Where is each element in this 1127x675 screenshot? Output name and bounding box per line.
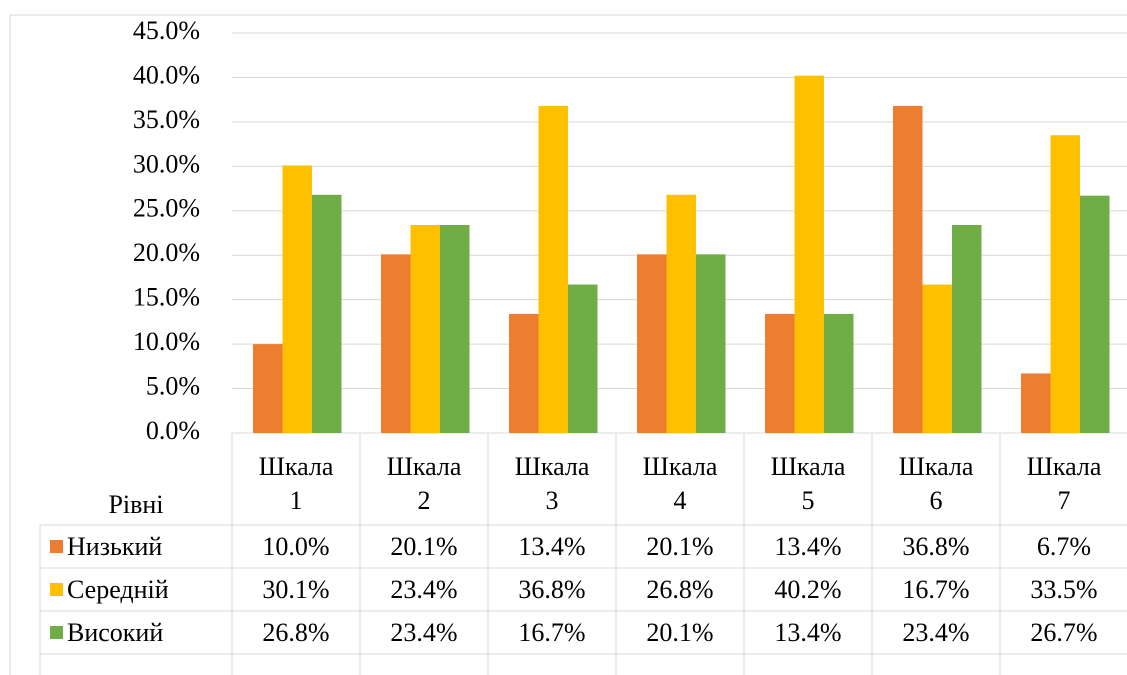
bar xyxy=(794,75,824,434)
table-value: 20.1% xyxy=(646,617,714,647)
bar xyxy=(666,194,696,433)
bar xyxy=(637,254,667,433)
y-tick-label: 5.0% xyxy=(146,372,200,401)
bar xyxy=(893,105,923,433)
y-tick-label: 10.0% xyxy=(133,327,200,356)
category-cell: Шкала 4 xyxy=(616,443,744,525)
bar xyxy=(1080,195,1110,433)
y-tick-label: 15.0% xyxy=(133,283,200,312)
bar xyxy=(1021,373,1051,433)
x-tick-label: Шкала 5 xyxy=(770,452,846,515)
bar xyxy=(824,313,854,433)
category-cell: Шкала 7 xyxy=(1000,443,1127,525)
legend-label: Середній xyxy=(67,574,169,604)
legend-cell: Високий xyxy=(40,611,232,654)
y-tick-label: 45.0% xyxy=(133,16,200,45)
table-value: 13.4% xyxy=(774,617,842,647)
y-tick-label: 25.0% xyxy=(133,194,200,223)
table-value: 16.7% xyxy=(902,574,970,604)
table-value: 10.0% xyxy=(262,531,330,561)
table-value: 13.4% xyxy=(774,531,842,561)
y-tick-label: 20.0% xyxy=(133,238,200,267)
legend-swatch xyxy=(50,540,63,553)
chart-border xyxy=(9,14,1127,675)
table-value: 26.7% xyxy=(1030,617,1098,647)
legend-cell: Середній xyxy=(40,568,232,611)
x-tick-label: Шкала 2 xyxy=(386,452,462,515)
table-value: 26.8% xyxy=(646,574,714,604)
table-value: 36.8% xyxy=(902,531,970,561)
bar xyxy=(922,284,952,433)
bar xyxy=(696,254,726,433)
bar xyxy=(312,194,342,433)
legend-cell: Низький xyxy=(40,525,232,568)
table-value: 33.5% xyxy=(1030,574,1098,604)
bar xyxy=(952,225,982,433)
y-tick-label: 40.0% xyxy=(133,60,200,89)
table-value: 23.4% xyxy=(902,617,970,647)
y-tick-label: 0.0% xyxy=(146,416,200,445)
bar xyxy=(765,313,795,433)
bar xyxy=(282,165,312,433)
bar xyxy=(440,225,470,433)
x-tick-label: Шкала 3 xyxy=(514,452,590,515)
table-value: 26.8% xyxy=(262,617,330,647)
table-value: 16.7% xyxy=(518,617,586,647)
x-tick-label: Шкала 6 xyxy=(898,452,974,515)
table-value: 20.1% xyxy=(390,531,458,561)
bar xyxy=(568,284,598,433)
legend-swatch xyxy=(50,626,63,639)
y-tick-label: 30.0% xyxy=(133,149,200,178)
table-value: 6.7% xyxy=(1036,531,1092,561)
table-header-label: Рівні xyxy=(108,490,164,519)
table-value: 30.1% xyxy=(262,574,330,604)
legend-label: Низький xyxy=(67,531,163,561)
bar xyxy=(538,105,568,433)
category-cell: Шкала 2 xyxy=(360,443,488,525)
table-value: 23.4% xyxy=(390,574,458,604)
x-tick-label: Шкала 1 xyxy=(258,452,334,515)
bar xyxy=(509,313,539,433)
table-value: 23.4% xyxy=(390,617,458,647)
legend-label: Високий xyxy=(67,617,164,647)
table-value: 13.4% xyxy=(518,531,586,561)
x-tick-label: Шкала 7 xyxy=(1026,452,1102,515)
category-cell: Шкала 1 xyxy=(232,443,360,525)
bar xyxy=(410,225,440,433)
table-value: 40.2% xyxy=(774,574,842,604)
category-cell: Шкала 5 xyxy=(744,443,872,525)
bar xyxy=(381,254,411,433)
category-cell: Шкала 3 xyxy=(488,443,616,525)
table-value: 20.1% xyxy=(646,531,714,561)
x-tick-label: Шкала 4 xyxy=(642,452,718,515)
bar xyxy=(253,344,283,433)
bar xyxy=(1050,135,1080,433)
table-value: 36.8% xyxy=(518,574,586,604)
y-tick-label: 35.0% xyxy=(133,105,200,134)
category-cell: Шкала 6 xyxy=(872,443,1000,525)
legend-swatch xyxy=(50,583,63,596)
